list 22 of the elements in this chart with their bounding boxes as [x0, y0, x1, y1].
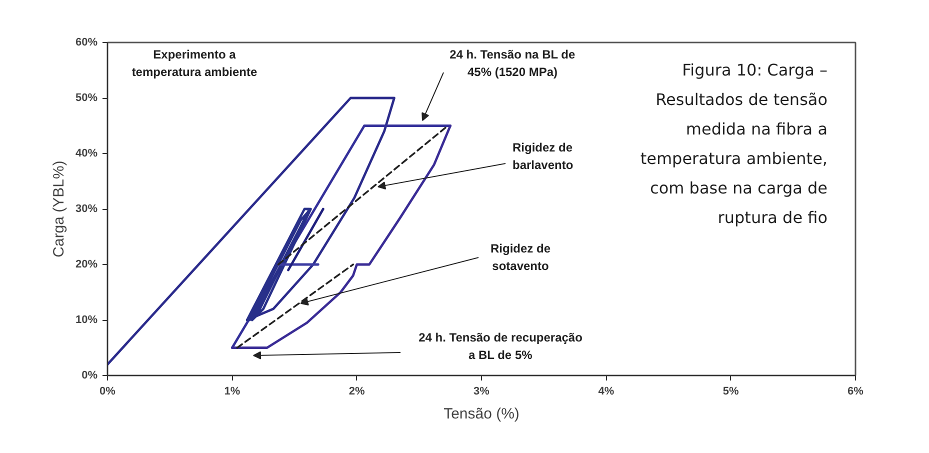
x-tick-label: 6% — [848, 386, 864, 398]
y-tick-label: 50% — [75, 92, 98, 104]
annotation: Experimento a temperatura ambiente — [132, 48, 258, 79]
x-axis-title: Tensão (%) — [444, 406, 520, 422]
x-tick-label: 5% — [722, 386, 739, 398]
annotation: Rigidez de sotavento — [490, 242, 551, 273]
x-tick-label: 0% — [100, 386, 116, 398]
y-tick-label: 0% — [82, 370, 98, 382]
annotation: 24 h. Tensão na BL de 45% (1520 MPa) — [450, 48, 576, 79]
y-tick-label: 30% — [75, 203, 98, 215]
annotation: Figura 10: Carga – Resultados de tensão medida na fibra a temperatura ambiente, com base na carga de ruptura de fio — [640, 60, 828, 227]
x-tick-label: 1% — [224, 386, 240, 398]
y-axis-title: Carga (YBL%) — [50, 160, 68, 258]
annotation: Rigidez de barlavento — [512, 140, 574, 172]
y-tick-label: 60% — [75, 36, 98, 48]
y-tick-label: 20% — [75, 258, 98, 270]
y-tick-label: 40% — [75, 148, 98, 160]
x-tick-label: 3% — [474, 386, 490, 398]
y-tick-label: 10% — [75, 314, 98, 326]
x-tick-label: 2% — [348, 386, 365, 398]
annotation: 24 h. Tensão de recuperação a BL de 5% — [418, 330, 582, 362]
x-tick-label: 4% — [598, 386, 614, 398]
